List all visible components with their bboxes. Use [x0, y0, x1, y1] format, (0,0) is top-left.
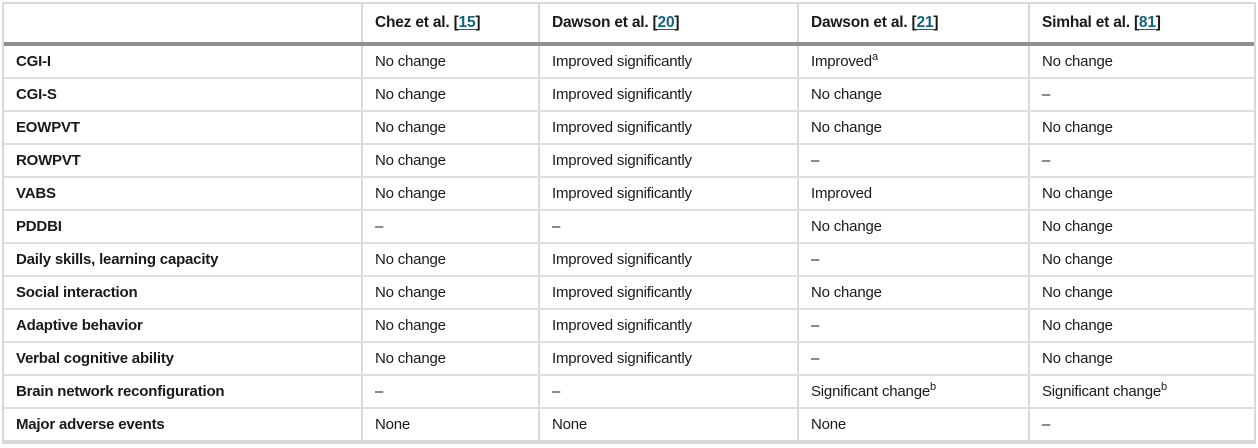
table-cell: Improved significantly: [539, 309, 799, 343]
table-cell: No change: [1029, 243, 1254, 277]
header-row: Chez et al. [15] Dawson et al. [20] Dawson…: [4, 4, 1254, 46]
table-cell: No change: [798, 78, 1030, 112]
table-cell: –: [798, 144, 1030, 178]
footnote-marker: b: [930, 381, 936, 393]
row-label: CGI-S: [4, 78, 363, 112]
study-column-header: Dawson et al. [21]: [798, 4, 1030, 46]
table-cell: No change: [362, 78, 540, 112]
table-cell: No change: [1029, 342, 1254, 376]
footnote-marker: b: [1161, 381, 1167, 393]
row-label: Major adverse events: [4, 408, 363, 440]
table-row: Daily skills, learning capacity No change…: [4, 243, 1254, 277]
table-cell: –: [1029, 144, 1254, 178]
table-cell: No change: [362, 276, 540, 310]
table-cell: Improved significantly: [539, 78, 799, 112]
table-cell: No change: [798, 210, 1030, 244]
table-row: Major adverse events None None None –: [4, 408, 1254, 440]
footnote-marker: a: [871, 51, 878, 63]
table-cell: Significant changeb: [798, 375, 1030, 409]
study-comparison-table: Chez et al. [15] Dawson et al. [20] Dawson…: [4, 4, 1254, 440]
table-cell: Improved significantly: [539, 44, 799, 79]
table-cell: Improved: [798, 177, 1030, 211]
row-label: EOWPVT: [4, 111, 363, 145]
table-cell: Improved significantly: [539, 276, 799, 310]
table-cell: No change: [1029, 177, 1254, 211]
row-label: Daily skills, learning capacity: [4, 243, 363, 277]
table-cell: –: [798, 243, 1030, 277]
table-cell: None: [539, 408, 799, 440]
table-row: CGI-S No change Improved significantly No c…: [4, 78, 1254, 112]
reference-link[interactable]: 15: [458, 14, 476, 31]
table-cell: Improved significantly: [539, 243, 799, 277]
table-cell: –: [798, 309, 1030, 343]
table-cell: Improved significantly: [539, 144, 799, 178]
table-row: Social interaction No change Improved sign…: [4, 276, 1254, 310]
table-cell: –: [798, 342, 1030, 376]
table-row: ROWPVT No change Improved significantly – –: [4, 144, 1254, 178]
table-cell: Improveda: [798, 44, 1030, 79]
table-body: CGI-I No change Improved significantly Impr…: [4, 44, 1254, 440]
table-cell: No change: [1029, 309, 1254, 343]
table-row: VABS No change Improved significantly Impro…: [4, 177, 1254, 211]
table-cell: Significant changeb: [1029, 375, 1254, 409]
row-label: ROWPVT: [4, 144, 363, 178]
reference-link[interactable]: 81: [1138, 14, 1156, 31]
table-cell: No change: [362, 111, 540, 145]
table-cell: Improved significantly: [539, 111, 799, 145]
table-row: EOWPVT No change Improved significantly No …: [4, 111, 1254, 145]
table-cell: No change: [362, 342, 540, 376]
row-label: Verbal cognitive ability: [4, 342, 363, 376]
row-label: CGI-I: [4, 44, 363, 79]
table-cell: No change: [1029, 210, 1254, 244]
table-row: PDDBI – – No change No change: [4, 210, 1254, 244]
table-cell: No change: [1029, 111, 1254, 145]
table-cell: None: [798, 408, 1030, 440]
table-cell: No change: [362, 309, 540, 343]
table-cell: –: [539, 210, 799, 244]
table-cell: Improved significantly: [539, 342, 799, 376]
table-row: Brain network reconfiguration – – Significa…: [4, 375, 1254, 409]
table-row: Verbal cognitive ability No change Improve…: [4, 342, 1254, 376]
reference-link[interactable]: 20: [657, 14, 675, 31]
table-cell: –: [362, 375, 540, 409]
table-cell: –: [362, 210, 540, 244]
table-cell: –: [539, 375, 799, 409]
row-label: Adaptive behavior: [4, 309, 363, 343]
table-cell: No change: [362, 44, 540, 79]
study-column-header: Simhal et al. [81]: [1029, 4, 1254, 46]
table-cell: No change: [1029, 44, 1254, 79]
table-row: Adaptive behavior No change Improved signi…: [4, 309, 1254, 343]
table-cell: Improved significantly: [539, 177, 799, 211]
table-row: CGI-I No change Improved significantly Impr…: [4, 44, 1254, 79]
table-cell: No change: [362, 243, 540, 277]
empty-corner-cell: [4, 4, 363, 46]
row-label: VABS: [4, 177, 363, 211]
row-label: Brain network reconfiguration: [4, 375, 363, 409]
table-cell: –: [1029, 78, 1254, 112]
study-column-header: Chez et al. [15]: [362, 4, 540, 46]
reference-link[interactable]: 21: [916, 14, 934, 31]
table-cell: None: [362, 408, 540, 440]
table-cell: No change: [1029, 276, 1254, 310]
table-cell: No change: [362, 177, 540, 211]
table-cell: No change: [798, 111, 1030, 145]
table-cell: No change: [362, 144, 540, 178]
row-label: PDDBI: [4, 210, 363, 244]
table-cell: –: [1042, 416, 1051, 433]
row-label: Social interaction: [4, 276, 363, 310]
table-cell: No change: [798, 276, 1030, 310]
study-column-header: Dawson et al. [20]: [539, 4, 799, 46]
